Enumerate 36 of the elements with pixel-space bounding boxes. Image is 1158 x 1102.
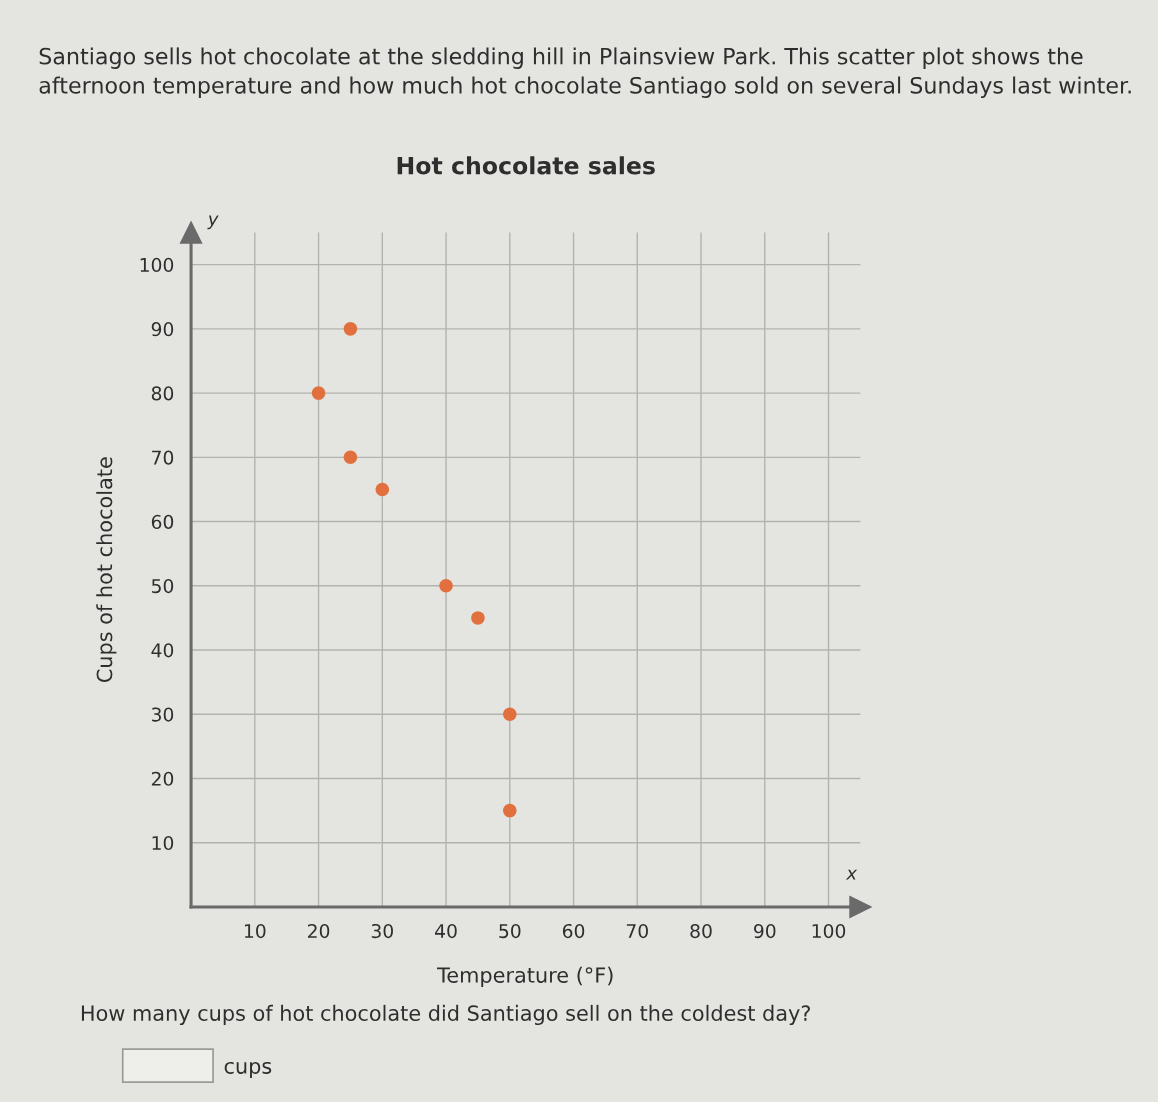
point — [503, 803, 517, 818]
y-tick-label: 50 — [151, 579, 174, 594]
text: cups — [224, 1061, 272, 1078]
text: Santiago sells hot chocolate at the sledding hill in Plainsview Park. This scatter plot shows the afternoon temperature and how much hot chocolate Santiago sold on several Sundays last winter. — [39, 47, 1131, 98]
annotation: x — [845, 869, 858, 880]
y-tick-label: 60 — [151, 514, 174, 529]
point — [439, 579, 453, 593]
y-tick-label: 10 — [152, 835, 174, 851]
text: How many cups of hot chocolate did Santiago sell on the coldest day? — [81, 1004, 810, 1026]
point — [311, 386, 326, 400]
x-axis-title: Temperature (°F) — [437, 966, 613, 987]
y-tick-label: 20 — [151, 771, 174, 786]
x-tick-label: 60 — [562, 923, 585, 939]
y-tick-label: 30 — [151, 707, 174, 722]
y-tick-label: 70 — [152, 450, 174, 465]
x-tick-label: 30 — [371, 923, 393, 939]
x-tick-label: 80 — [690, 923, 712, 939]
x-tick-label: 100 — [812, 923, 846, 939]
point — [503, 707, 517, 722]
y-tick-label: 40 — [151, 643, 174, 658]
point — [343, 322, 358, 336]
y-tick-label: 90 — [151, 322, 174, 337]
point — [471, 611, 485, 625]
x-tick-label: 90 — [754, 923, 776, 939]
x-tick-label: 40 — [435, 923, 457, 939]
x-tick-label: 70 — [626, 923, 648, 939]
x-tick-label: 10 — [244, 923, 266, 939]
y-tick-label: 80 — [151, 386, 174, 401]
x-tick-label: 50 — [499, 923, 521, 939]
point — [343, 450, 358, 465]
x-tick-label: 20 — [308, 923, 330, 939]
chart-title: Hot chocolate sales — [397, 156, 655, 175]
y-tick-label: 100 — [140, 257, 174, 273]
point — [375, 482, 390, 497]
text: y — [207, 215, 219, 230]
y-axis-title: Cups of hot chocolate — [96, 457, 117, 683]
